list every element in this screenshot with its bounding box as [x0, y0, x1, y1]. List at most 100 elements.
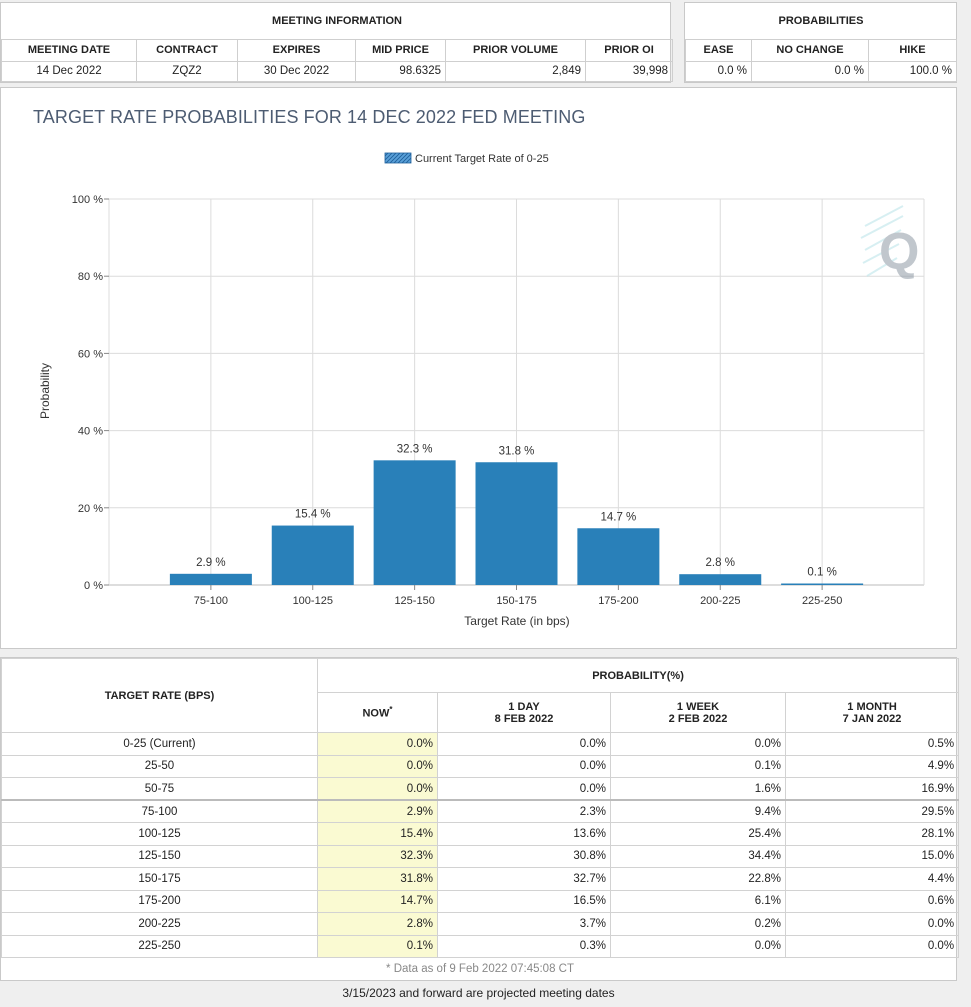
- y-tick-label: 20 %: [78, 503, 103, 515]
- x-tick-label: 175-200: [598, 595, 638, 607]
- row-now-value: 0.0%: [317, 732, 438, 756]
- prior-volume-value: 2,849: [445, 60, 586, 82]
- row-1-day-value: 30.8%: [437, 844, 611, 868]
- col-ease: EASE: [685, 38, 752, 62]
- table-row: 125-150 32.3% 30.8% 34.4% 15.0%: [1, 844, 960, 868]
- prior-oi-value: 39,998: [584, 60, 674, 82]
- col-meeting-date: MEETING DATE: [1, 38, 137, 62]
- y-tick-label: 40 %: [78, 426, 103, 438]
- row-now-value: 2.8%: [317, 912, 438, 936]
- hike-value: 100.0 %: [868, 60, 957, 82]
- row-now-value: 14.7%: [317, 889, 438, 913]
- bars: 2.9 % 15.4 % 32.3 % 31.8 % 14.7 % 2.8 % 0.1 %: [169, 443, 864, 586]
- bar-100-125[interactable]: [271, 525, 354, 585]
- row-1-day-value: 32.7%: [437, 867, 611, 891]
- bar-125-150[interactable]: [373, 460, 456, 585]
- col-prior-volume: PRIOR VOLUME: [445, 38, 586, 62]
- row-1-day-value: 13.6%: [437, 822, 611, 846]
- row-target-rate: 75-100: [1, 799, 318, 823]
- legend-swatch: [384, 152, 412, 164]
- row-1-month-value: 4.4%: [784, 867, 960, 891]
- bar-175-200[interactable]: [577, 528, 660, 585]
- legend[interactable]: Current Target Rate of 0-25: [384, 152, 549, 165]
- header-now-label: NOW: [362, 707, 390, 720]
- x-axis: 75-100 100-125 125-150 150-175 175-200 200-22…: [194, 585, 842, 607]
- probabilities-title: PROBABILITIES: [685, 3, 957, 40]
- row-1-month-value: 28.1%: [784, 822, 960, 846]
- no-change-value: 0.0 %: [751, 60, 869, 82]
- table-row: 150-175 31.8% 32.7% 22.8% 4.4%: [1, 867, 960, 891]
- meeting-information-title: MEETING INFORMATION: [1, 3, 673, 40]
- bar-225-250[interactable]: [781, 583, 864, 586]
- y-tick-label: 80 %: [78, 271, 103, 283]
- row-1-day-value: 0.0%: [437, 754, 611, 778]
- x-tick-label: 225-250: [802, 595, 842, 607]
- probabilities-table: PROBABILITIES EASE NO CHANGE HIKE 0.0 % …: [685, 3, 957, 82]
- row-1-week-value: 1.6%: [610, 777, 786, 801]
- row-1-day-value: 0.3%: [437, 934, 611, 958]
- col-contract: CONTRACT: [136, 38, 238, 62]
- row-1-month-value: 29.5%: [784, 799, 960, 823]
- row-1-week-value: 6.1%: [610, 889, 786, 913]
- row-1-day-value: 3.7%: [437, 912, 611, 936]
- expires-value: 30 Dec 2022: [237, 60, 356, 82]
- bar-150-175[interactable]: [475, 462, 558, 585]
- data-label-75-100: 2.9 %: [196, 557, 225, 569]
- header-1-week-date: 2 FEB 2022: [668, 712, 728, 725]
- row-1-month-value: 16.9%: [784, 777, 960, 801]
- table-row: 75-100 2.9% 2.3% 9.4% 29.5%: [1, 799, 960, 823]
- bar-chart: Current Target Rate of 0-25 0 % 20 % 40 % 6…: [38, 152, 925, 628]
- row-1-month-value: 0.0%: [784, 912, 960, 936]
- header-1-week-label: 1 WEEK: [676, 700, 720, 713]
- data-label-175-200: 14.7 %: [600, 511, 636, 523]
- row-1-month-value: 4.9%: [784, 754, 960, 778]
- bar-75-100[interactable]: [169, 573, 252, 585]
- data-label-125-150: 32.3 %: [397, 443, 433, 455]
- table-row: 225-250 0.1% 0.3% 0.0% 0.0%: [1, 934, 960, 958]
- row-target-rate: 0-25 (Current): [1, 732, 318, 756]
- bar-200-225[interactable]: [679, 574, 762, 585]
- x-axis-title: Target Rate (in bps): [464, 614, 569, 628]
- row-1-week-value: 0.0%: [610, 934, 786, 958]
- y-tick-label: 100 %: [72, 194, 103, 206]
- row-now-value: 15.4%: [317, 822, 438, 846]
- table-row: 25-50 0.0% 0.0% 0.1% 4.9%: [1, 754, 960, 778]
- x-tick-label: 200-225: [700, 595, 740, 607]
- watermark-letter: Q: [879, 223, 919, 281]
- row-1-day-value: 2.3%: [437, 799, 611, 823]
- meeting-information-table: MEETING INFORMATION MEETING DATE CONTRAC…: [1, 3, 674, 82]
- col-mid-price: MID PRICE: [355, 38, 446, 62]
- y-axis-title: Probability: [38, 363, 52, 419]
- header-1-month-label: 1 MONTH: [847, 700, 897, 713]
- x-tick-label: 150-175: [496, 595, 536, 607]
- header-probability: PROBABILITY(%): [316, 658, 960, 693]
- row-target-rate: 50-75: [1, 777, 318, 801]
- data-label-225-250: 0.1 %: [807, 567, 836, 579]
- row-1-day-value: 16.5%: [437, 889, 611, 913]
- ease-value: 0.0 %: [685, 60, 752, 82]
- row-target-rate: 150-175: [1, 867, 318, 891]
- row-now-value: 2.9%: [317, 799, 438, 823]
- contract-value: ZQZ2: [136, 60, 238, 82]
- watermark-q-icon: Q: [860, 205, 919, 281]
- projected-dates-note: 3/15/2023 and forward are projected meet…: [342, 986, 615, 1000]
- col-no-change: NO CHANGE: [751, 38, 869, 62]
- row-1-month-value: 0.5%: [784, 732, 960, 756]
- row-1-day-value: 0.0%: [437, 732, 611, 756]
- row-now-value: 0.0%: [317, 754, 438, 778]
- probabilities-panel: PROBABILITIES EASE NO CHANGE HIKE 0.0 % …: [684, 2, 957, 83]
- row-1-week-value: 22.8%: [610, 867, 786, 891]
- row-now-value: 32.3%: [317, 844, 438, 868]
- table-row: 175-200 14.7% 16.5% 6.1% 0.6%: [1, 889, 960, 913]
- row-target-rate: 225-250: [1, 934, 318, 958]
- header-now-mark: *: [389, 705, 393, 715]
- row-1-week-value: 34.4%: [610, 844, 786, 868]
- table-row: 0-25 (Current) 0.0% 0.0% 0.0% 0.5%: [1, 732, 960, 756]
- row-1-week-value: 0.0%: [610, 732, 786, 756]
- data-label-200-225: 2.8 %: [706, 557, 735, 569]
- row-1-week-value: 25.4%: [610, 822, 786, 846]
- legend-label: Current Target Rate of 0-25: [415, 153, 549, 165]
- table-row: 200-225 2.8% 3.7% 0.2% 0.0%: [1, 912, 960, 936]
- table-row: 100-125 15.4% 13.6% 25.4% 28.1%: [1, 822, 960, 846]
- x-tick-label: 125-150: [394, 595, 434, 607]
